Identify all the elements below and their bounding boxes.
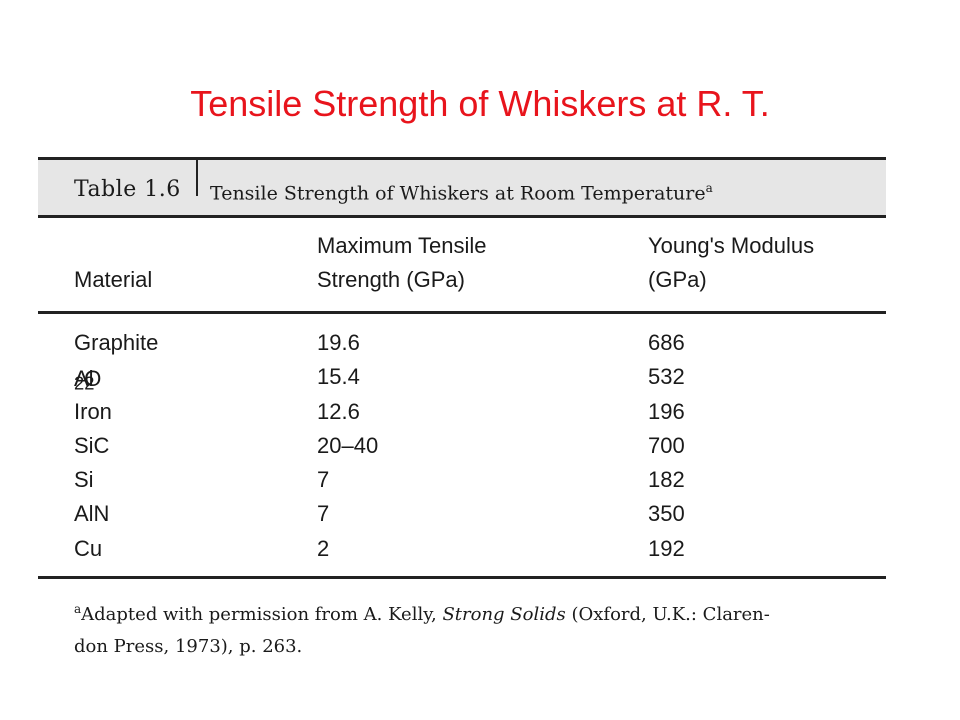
table-label: Table 1.6	[74, 177, 181, 202]
table-caption-text: Tensile Strength of Whiskers at Room Tem…	[210, 182, 706, 205]
table-row: AlN 7 350	[38, 497, 886, 531]
footnote-text-line2: don Press, 1973), p. 263.	[74, 636, 303, 658]
table-row: Al 2 O 2 15.4 532	[38, 360, 886, 394]
cell-material: Graphite	[74, 330, 159, 355]
table-footnote: aAdapted with permission from A. Kelly, …	[38, 579, 886, 663]
cell-modulus: 350	[648, 501, 685, 527]
footnote-book-title: Strong Solids	[442, 604, 566, 626]
material-mid: O	[84, 366, 102, 392]
table-row: Iron 12.6 196	[38, 395, 886, 429]
cell-material: Si	[74, 467, 94, 493]
cell-material: AlN	[74, 501, 110, 527]
cell-material: Al 2 O 2	[74, 362, 101, 398]
table-header-row: Maximum Tensile Strength (GPa) Young's M…	[38, 218, 886, 314]
table-row: Cu 2 192	[38, 532, 886, 566]
cell-strength: 7	[317, 501, 330, 527]
cell-material: Cu	[74, 535, 103, 561]
cell-material: SiC	[74, 432, 110, 458]
cell-modulus: 192	[648, 535, 685, 561]
caption-footnote-mark: a	[705, 181, 713, 195]
cell-strength: 20–40	[317, 432, 379, 458]
cell-strength: 12.6	[317, 398, 360, 424]
material-subscript: 2	[84, 372, 95, 394]
table-row: SiC 20–40 700	[38, 429, 886, 463]
cell-modulus: 182	[648, 467, 685, 493]
caption-divider	[196, 160, 198, 196]
material-subscript: 2	[74, 372, 85, 394]
header-modulus-line2: (GPa)	[648, 267, 707, 292]
table-row: Graphite 19.6 686	[38, 326, 886, 360]
data-table: Table 1.6 Tensile Strength of Whiskers a…	[38, 157, 886, 663]
table-row: Si 7 182	[38, 463, 886, 497]
table-caption-bar: Table 1.6 Tensile Strength of Whiskers a…	[38, 160, 886, 218]
cell-modulus: 686	[648, 330, 685, 355]
table-caption: Tensile Strength of Whiskers at Room Tem…	[210, 181, 713, 204]
footnote-text-end: (Oxford, U.K.: Claren-	[565, 604, 770, 626]
cell-strength: 19.6	[317, 330, 360, 355]
header-modulus-line1: Young's Modulus	[648, 233, 815, 258]
header-material: Material	[74, 267, 153, 292]
header-strength-line1: Maximum Tensile	[317, 233, 487, 258]
cell-strength: 7	[317, 467, 330, 493]
table-top-rule	[38, 157, 886, 160]
material-base: Al	[74, 366, 94, 392]
cell-strength: 15.4	[317, 364, 360, 390]
cell-material: Iron	[74, 398, 112, 424]
cell-modulus: 196	[648, 398, 685, 424]
cell-strength: 2	[317, 535, 330, 561]
footnote-text-start: Adapted with permission from A. Kelly,	[81, 604, 443, 626]
cell-modulus: 532	[648, 364, 685, 390]
table-body: Graphite 19.6 686 Al 2 O 2 15.4 532 Iron 12…	[38, 314, 886, 580]
cell-modulus: 700	[648, 432, 685, 458]
slide-title: Tensile Strength of Whiskers at R. T.	[190, 83, 770, 124]
footnote-mark: a	[74, 602, 82, 617]
header-strength-line2: Strength (GPa)	[317, 267, 465, 292]
